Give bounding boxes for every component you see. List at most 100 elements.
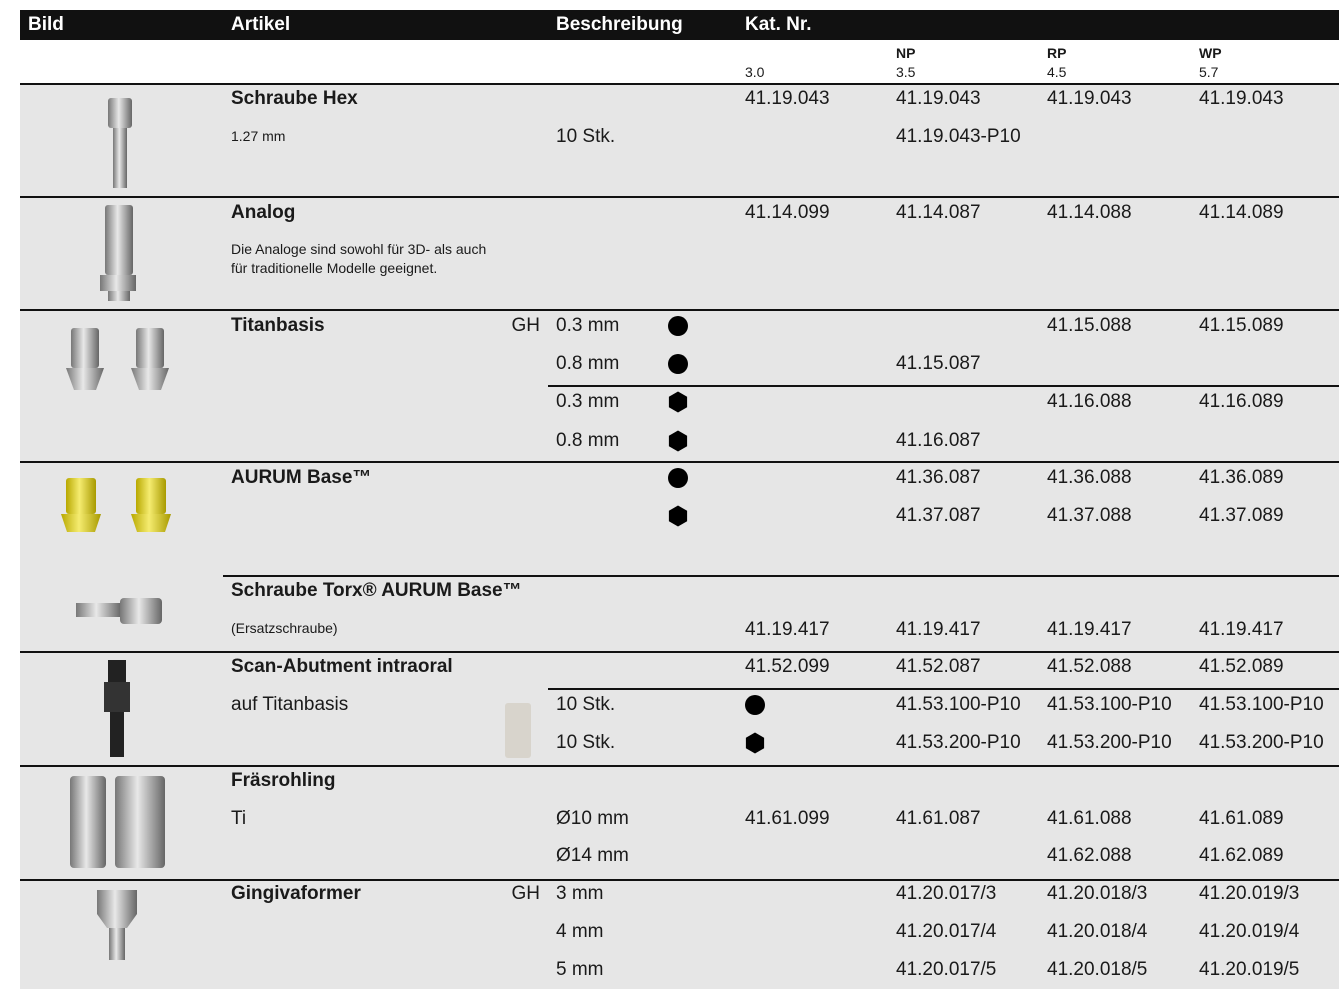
titanium-base-image [66, 328, 169, 390]
description: 0.3 mm [556, 391, 620, 412]
article-note: 1.27 mm [231, 128, 286, 144]
catalog-number: 41.52.089 [1199, 656, 1284, 677]
catalog-number: 41.15.089 [1199, 315, 1284, 336]
scan-abutment-image [104, 660, 130, 757]
catalog-number: 41.20.018/5 [1047, 959, 1148, 980]
header-bar [20, 10, 1339, 40]
catalog-number: 41.62.088 [1047, 845, 1132, 866]
catalog-number: 41.36.087 [896, 467, 981, 488]
catalog-number: 41.61.099 [745, 808, 830, 829]
article-name: Fräsrohling [231, 770, 336, 791]
catalog-number: 41.61.087 [896, 808, 981, 829]
torx-screw-image [76, 598, 162, 624]
catalog-number: 41.14.088 [1047, 202, 1132, 223]
scan-cap-image [505, 703, 531, 758]
round-icon [668, 354, 688, 374]
catalog-number: 41.19.043 [896, 88, 981, 109]
catalog-number: 41.19.043 [1199, 88, 1284, 109]
article-name: Schraube Torx® AURUM Base™ [231, 580, 522, 601]
hex-icon [668, 430, 688, 452]
analog-image [100, 205, 136, 301]
article-name: Scan-Abutment intraoral [231, 656, 453, 677]
description: 0.3 mm [556, 315, 620, 336]
rule [20, 651, 1339, 653]
size-name: WP [1199, 45, 1222, 61]
catalog-number: 41.52.099 [745, 656, 830, 677]
article-note: Ti [231, 808, 247, 829]
catalog-number: 41.19.043-P10 [896, 126, 1021, 147]
catalog-number: 41.19.417 [1199, 619, 1284, 640]
description: 3 mm [556, 883, 604, 904]
hex-icon [668, 505, 688, 527]
catalog-number: 41.16.088 [1047, 391, 1132, 412]
article-note: Die Analoge sind sowohl für 3D- als auch [231, 241, 487, 257]
catalog-number: 41.53.100-P10 [1199, 694, 1324, 715]
catalog-number: 41.20.017/4 [896, 921, 997, 942]
gh-label: GH [511, 315, 541, 336]
catalog-number: 41.16.089 [1199, 391, 1284, 412]
catalog-number: 41.20.017/5 [896, 959, 997, 980]
catalog-number: 41.15.088 [1047, 315, 1132, 336]
catalog-number: 41.19.417 [1047, 619, 1132, 640]
catalog-number: 41.20.019/5 [1199, 959, 1300, 980]
healing-cap-image [97, 890, 137, 960]
catalog-number: 41.61.089 [1199, 808, 1284, 829]
milling-blank-image [70, 776, 165, 868]
catalog-number: 41.19.417 [896, 619, 981, 640]
rule [20, 83, 1339, 85]
description: 4 mm [556, 921, 604, 942]
aurum-base-image [61, 478, 171, 532]
article-note: auf Titanbasis [231, 694, 349, 715]
catalog-number: 41.14.087 [896, 202, 981, 223]
article-name: Analog [231, 202, 296, 223]
header-cell: Bild [28, 14, 64, 35]
catalog-number: 41.16.087 [896, 430, 981, 451]
catalog-number: 41.53.200-P10 [896, 732, 1021, 753]
round-icon [668, 316, 688, 336]
article-name: Gingivaformer [231, 883, 361, 904]
rule [20, 309, 1339, 311]
rule [20, 461, 1339, 463]
catalog-number: 41.20.017/3 [896, 883, 997, 904]
round-icon [745, 695, 765, 715]
catalog-number: 41.37.087 [896, 505, 981, 526]
catalog-number: 41.19.043 [745, 88, 830, 109]
catalog-number: 41.20.019/3 [1199, 883, 1300, 904]
hex-icon [668, 391, 688, 413]
catalog-number: 41.19.043 [1047, 88, 1132, 109]
rule [548, 688, 1339, 690]
rule [20, 765, 1339, 767]
catalog-number: 41.53.200-P10 [1199, 732, 1324, 753]
article-name: Schraube Hex [231, 88, 358, 109]
catalog-number: 41.37.088 [1047, 505, 1132, 526]
catalog-number: 41.20.018/3 [1047, 883, 1148, 904]
screw-image [108, 98, 132, 188]
header-cell: Beschreibung [556, 14, 683, 35]
description: 10 Stk. [556, 694, 616, 715]
round-icon [668, 468, 688, 488]
catalog-number: 41.52.088 [1047, 656, 1132, 677]
description: 10 Stk. [556, 126, 616, 147]
gh-label: GH [511, 883, 541, 904]
rule [223, 575, 1339, 577]
hex-icon [745, 732, 765, 754]
header-cell: Artikel [231, 14, 291, 35]
size-value: 3.0 [745, 64, 765, 80]
catalog-number: 41.53.100-P10 [1047, 694, 1172, 715]
catalog-number: 41.36.089 [1199, 467, 1284, 488]
size-name: RP [1047, 45, 1067, 61]
description: 0.8 mm [556, 430, 620, 451]
article-name: Titanbasis [231, 315, 325, 336]
catalog-number: 41.53.200-P10 [1047, 732, 1172, 753]
catalog-number: 41.37.089 [1199, 505, 1284, 526]
catalog-number: 41.20.019/4 [1199, 921, 1300, 942]
article-name: AURUM Base™ [231, 467, 372, 488]
rule [20, 879, 1339, 881]
description: Ø14 mm [556, 845, 629, 866]
catalog-number: 41.61.088 [1047, 808, 1132, 829]
catalog-number: 41.14.099 [745, 202, 830, 223]
description: 10 Stk. [556, 732, 616, 753]
header-cell: Kat. Nr. [745, 14, 812, 35]
